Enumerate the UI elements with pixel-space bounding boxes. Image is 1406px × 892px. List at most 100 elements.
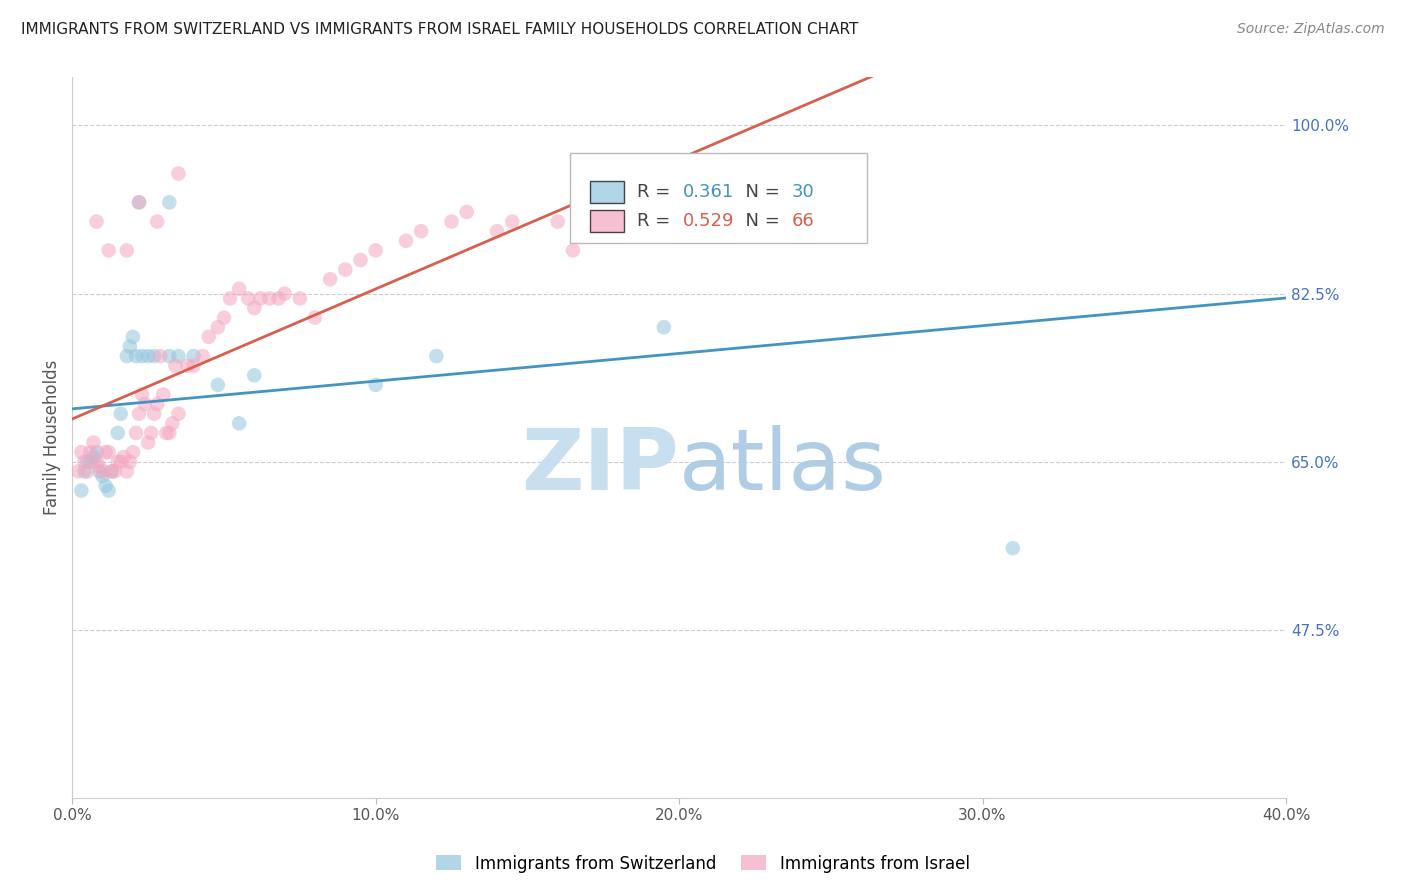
- Point: [176, 359, 198, 373]
- Point: [76, 464, 98, 478]
- Point: [118, 455, 141, 469]
- Text: R =: R =: [637, 184, 676, 202]
- Point: [288, 292, 311, 306]
- Point: [139, 425, 162, 440]
- Point: [197, 330, 219, 344]
- Point: [157, 195, 180, 210]
- Point: [73, 455, 96, 469]
- Point: [207, 378, 229, 392]
- Point: [547, 214, 569, 228]
- Point: [76, 455, 98, 469]
- Point: [128, 407, 150, 421]
- Point: [128, 195, 150, 210]
- Point: [131, 349, 153, 363]
- Point: [122, 330, 145, 344]
- Point: [89, 459, 111, 474]
- Point: [70, 445, 93, 459]
- Point: [364, 244, 387, 258]
- Point: [91, 469, 114, 483]
- Point: [131, 387, 153, 401]
- Point: [273, 286, 295, 301]
- Point: [486, 224, 509, 238]
- Point: [94, 479, 117, 493]
- Point: [136, 435, 159, 450]
- Point: [1001, 541, 1024, 556]
- Point: [136, 349, 159, 363]
- Point: [561, 244, 583, 258]
- Point: [94, 445, 117, 459]
- Point: [97, 445, 120, 459]
- Point: [191, 349, 214, 363]
- Point: [364, 378, 387, 392]
- Point: [637, 214, 659, 228]
- Point: [592, 224, 614, 238]
- Text: ZIP: ZIP: [522, 425, 679, 508]
- FancyBboxPatch shape: [591, 211, 624, 232]
- Point: [157, 349, 180, 363]
- Point: [70, 483, 93, 498]
- Point: [228, 417, 250, 431]
- Point: [167, 349, 190, 363]
- Text: N =: N =: [734, 184, 785, 202]
- Point: [146, 397, 169, 411]
- Point: [122, 445, 145, 459]
- Point: [134, 397, 156, 411]
- Point: [440, 214, 463, 228]
- Point: [86, 445, 108, 459]
- Point: [652, 320, 675, 334]
- Point: [319, 272, 342, 286]
- Point: [335, 262, 357, 277]
- Point: [79, 445, 101, 459]
- Point: [86, 455, 108, 469]
- Y-axis label: Family Households: Family Households: [44, 360, 60, 516]
- Point: [110, 455, 132, 469]
- Point: [91, 464, 114, 478]
- Point: [501, 214, 523, 228]
- Point: [67, 464, 90, 478]
- FancyBboxPatch shape: [569, 153, 868, 244]
- Point: [125, 425, 148, 440]
- Point: [89, 464, 111, 478]
- Point: [167, 407, 190, 421]
- Point: [157, 425, 180, 440]
- Point: [97, 483, 120, 498]
- Text: IMMIGRANTS FROM SWITZERLAND VS IMMIGRANTS FROM ISRAEL FAMILY HOUSEHOLDS CORRELAT: IMMIGRANTS FROM SWITZERLAND VS IMMIGRANT…: [21, 22, 859, 37]
- Point: [115, 244, 138, 258]
- Point: [125, 349, 148, 363]
- Text: R =: R =: [637, 212, 676, 230]
- Text: Source: ZipAtlas.com: Source: ZipAtlas.com: [1237, 22, 1385, 37]
- Point: [249, 292, 271, 306]
- Point: [155, 425, 177, 440]
- Point: [668, 214, 690, 228]
- Point: [107, 455, 129, 469]
- Point: [79, 455, 101, 469]
- Point: [349, 252, 371, 267]
- Point: [82, 450, 104, 464]
- Text: 30: 30: [792, 184, 814, 202]
- Point: [118, 339, 141, 353]
- Point: [104, 464, 127, 478]
- Text: 66: 66: [792, 212, 814, 230]
- Point: [162, 417, 184, 431]
- Point: [165, 359, 187, 373]
- Point: [110, 407, 132, 421]
- Point: [304, 310, 326, 325]
- Point: [73, 464, 96, 478]
- Point: [243, 368, 266, 383]
- Point: [259, 292, 281, 306]
- Point: [128, 195, 150, 210]
- Text: 0.361: 0.361: [683, 184, 734, 202]
- Legend: Immigrants from Switzerland, Immigrants from Israel: Immigrants from Switzerland, Immigrants …: [430, 848, 976, 880]
- Point: [456, 205, 478, 219]
- Text: 0.529: 0.529: [683, 212, 734, 230]
- Text: atlas: atlas: [679, 425, 887, 508]
- Point: [107, 425, 129, 440]
- Point: [228, 282, 250, 296]
- Point: [167, 167, 190, 181]
- Point: [100, 464, 122, 478]
- Point: [143, 407, 166, 421]
- Point: [238, 292, 260, 306]
- Point: [100, 464, 122, 478]
- Point: [395, 234, 418, 248]
- FancyBboxPatch shape: [591, 181, 624, 203]
